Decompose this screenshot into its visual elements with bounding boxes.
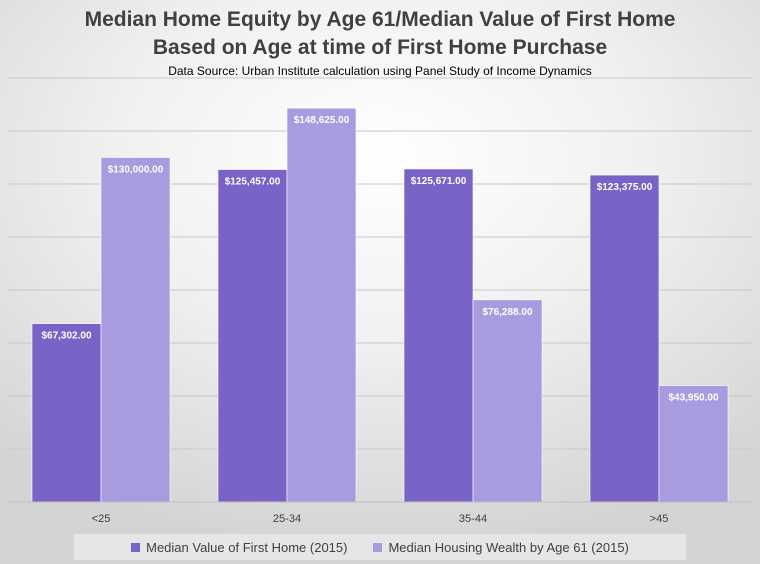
- x-tick-label: 25-34: [273, 513, 301, 525]
- data-label-series-2-<25: $130,000.00: [108, 165, 164, 176]
- data-label-series-1->45: $123,375.00: [597, 182, 653, 193]
- x-tick-label: 35-44: [459, 513, 487, 525]
- data-label-series-1-25-34: $125,457.00: [225, 177, 281, 188]
- legend-label-series-1: Median Value of First Home (2015): [146, 539, 348, 555]
- legend-label-series-2: Median Housing Wealth by Age 61 (2015): [388, 539, 629, 555]
- x-tick-label: <25: [92, 513, 111, 525]
- legend-item-series-1: Median Value of First Home (2015): [131, 540, 347, 555]
- data-label-series-2-25-34: $148,625.00: [294, 115, 350, 126]
- data-label-series-1-<25: $67,302.00: [41, 331, 91, 342]
- bar-series-2-35-44: [472, 299, 543, 503]
- x-tick-label: >45: [650, 513, 669, 525]
- bar-series-1-<25: [31, 323, 102, 503]
- data-label-series-2->45: $43,950.00: [668, 393, 718, 404]
- chart-source-note: Data Source: Urban Institute calculation…: [168, 64, 592, 78]
- bar-series-2->45: [658, 385, 729, 503]
- bar-series-2-<25: [100, 157, 171, 503]
- bar-series-1-25-34: [217, 169, 288, 503]
- bar-series-1->45: [589, 174, 660, 503]
- data-label-series-1-35-44: $125,671.00: [411, 176, 467, 187]
- chart-title-line-2: Based on Age at time of First Home Purch…: [152, 36, 608, 59]
- legend-swatch-series-1: [131, 542, 141, 552]
- legend-swatch-series-2: [373, 542, 383, 552]
- legend: Median Value of First Home (2015) Median…: [74, 534, 686, 560]
- data-label-series-2-35-44: $76,288.00: [482, 307, 532, 318]
- bar-series-1-35-44: [403, 168, 474, 503]
- chart-title: Median Home Equity by Age 61/Median Valu…: [84, 8, 676, 31]
- legend-item-series-2: Median Housing Wealth by Age 61 (2015): [373, 539, 629, 555]
- bar-series-2-25-34: [286, 107, 357, 503]
